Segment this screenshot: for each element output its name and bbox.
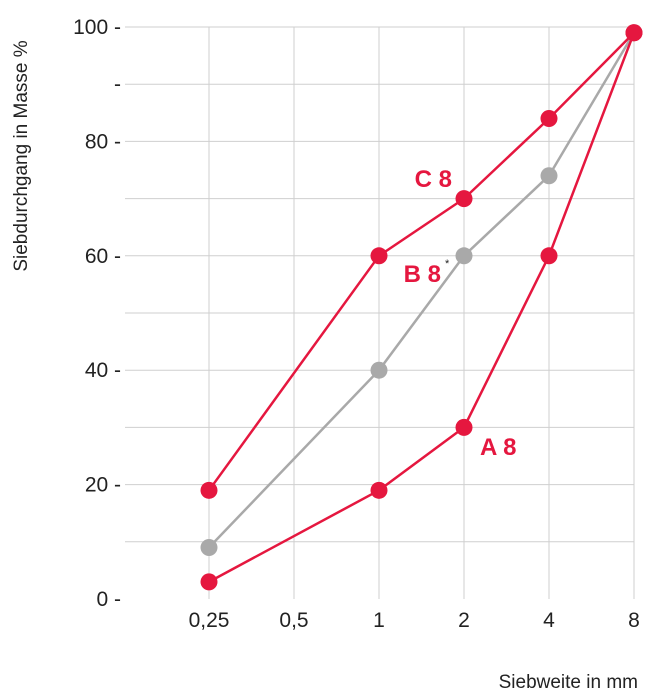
series-label: A 8 xyxy=(480,434,516,461)
x-tick-label: 8 xyxy=(628,609,640,632)
y-tick-label: 40 - xyxy=(85,359,121,382)
data-point xyxy=(540,110,558,128)
data-point xyxy=(455,247,473,265)
data-point xyxy=(455,418,473,436)
y-tick-label: 60 - xyxy=(85,245,121,268)
y-tick-label: 0 - xyxy=(96,588,121,611)
y-tick-label: - xyxy=(114,73,121,96)
data-point xyxy=(540,247,558,265)
x-tick-label: 1 xyxy=(373,609,385,632)
x-axis-ticks: 0,25 0,5 1 2 4 8 xyxy=(189,609,640,632)
data-point xyxy=(540,167,558,185)
data-point xyxy=(200,481,218,499)
x-tick-label: 0,5 xyxy=(279,609,308,632)
series-layer xyxy=(200,24,643,591)
series-line xyxy=(208,32,636,549)
x-tick-label: 0,25 xyxy=(189,609,230,632)
grid xyxy=(125,26,635,599)
series-label: B 8 xyxy=(404,261,441,288)
series-label: C 8 xyxy=(415,166,452,193)
data-point xyxy=(370,247,388,265)
data-point xyxy=(625,24,643,42)
series-labels: C 8 B 8 * A 8 xyxy=(404,166,517,461)
x-tick-label: 2 xyxy=(458,609,470,632)
y-tick-label: 100 - xyxy=(73,16,121,39)
y-tick-label: 20 - xyxy=(85,474,121,497)
y-axis-ticks: 0 - 20 - 40 - 60 - 80 - - 100 - xyxy=(73,16,121,611)
series-label-superscript: * xyxy=(445,258,450,270)
data-point xyxy=(200,539,218,557)
y-axis-label: Siebdurchgang in Masse % xyxy=(11,40,32,271)
y-tick-label: 80 - xyxy=(85,130,121,153)
data-point xyxy=(200,573,218,591)
x-tick-label: 4 xyxy=(543,609,555,632)
data-point xyxy=(370,481,388,499)
data-point xyxy=(455,190,473,208)
data-point xyxy=(370,361,388,379)
series-line xyxy=(208,32,636,583)
x-axis-label: Siebweite in mm xyxy=(499,672,638,691)
